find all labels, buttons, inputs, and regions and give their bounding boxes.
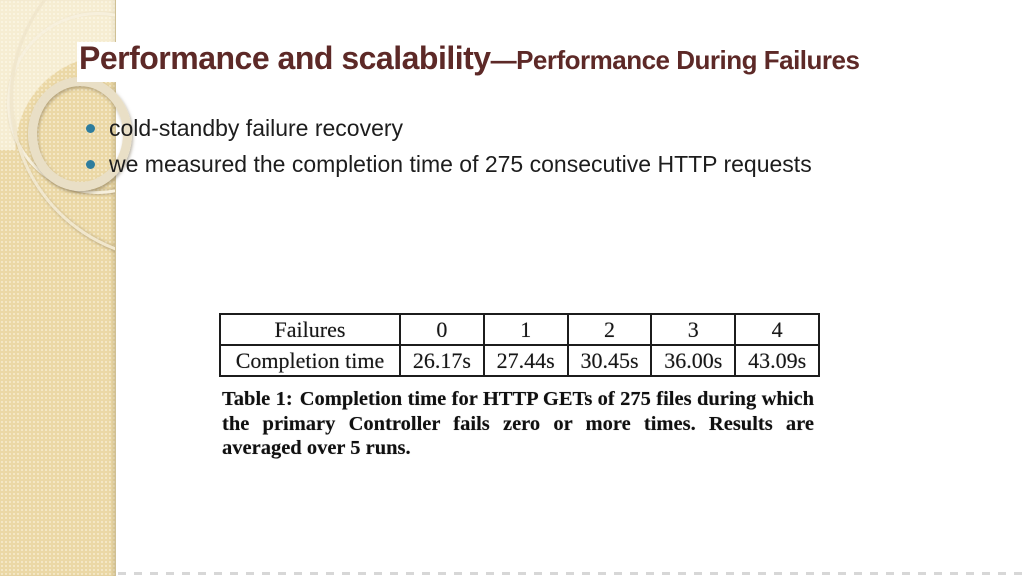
slide-title-subtitle: Performance During Failures (516, 45, 860, 75)
table-caption-text: Completion time for HTTP GETs of 275 fil… (222, 388, 814, 459)
table-header-completion-time: Completion time (219, 344, 401, 377)
bullet-dot-icon (86, 160, 95, 169)
bottom-dashed-trim (118, 572, 1024, 575)
table-cell: 2 (566, 313, 653, 346)
list-item: cold-standby failure recovery (86, 110, 946, 146)
bullet-list: cold-standby failure recovery we measure… (86, 110, 946, 182)
table-caption-label: Table 1: (222, 388, 293, 410)
table-cell: 27.44s (482, 344, 569, 377)
table-cell: 4 (734, 313, 820, 346)
table-cell: 43.09s (734, 344, 820, 377)
table-row: Completion time 26.17s 27.44s 30.45s 36.… (219, 344, 820, 377)
title-em-dash: — (490, 45, 517, 75)
bullet-text: we measured the completion time of 275 c… (109, 151, 812, 177)
slide-title: Performance and scalability—Performance … (79, 40, 860, 77)
table-cell: 0 (399, 313, 485, 346)
table-row: Failures 0 1 2 3 4 (219, 313, 820, 346)
bullet-dot-icon (86, 124, 95, 133)
bullet-text: cold-standby failure recovery (109, 115, 404, 141)
list-item: we measured the completion time of 275 c… (86, 146, 946, 182)
table-cell: 3 (650, 313, 737, 346)
table-cell: 30.45s (566, 344, 653, 377)
slide-title-main: Performance and scalability (79, 40, 491, 76)
table-caption: Table 1: Completion time for HTTP GETs of… (222, 387, 814, 461)
title-background-band (77, 42, 1024, 82)
table-header-failures: Failures (219, 313, 401, 346)
table-cell: 36.00s (650, 344, 737, 377)
table-cell: 26.17s (399, 344, 485, 377)
table-cell: 1 (482, 313, 569, 346)
results-table: Failures 0 1 2 3 4 Completion time 26.17… (219, 313, 820, 377)
